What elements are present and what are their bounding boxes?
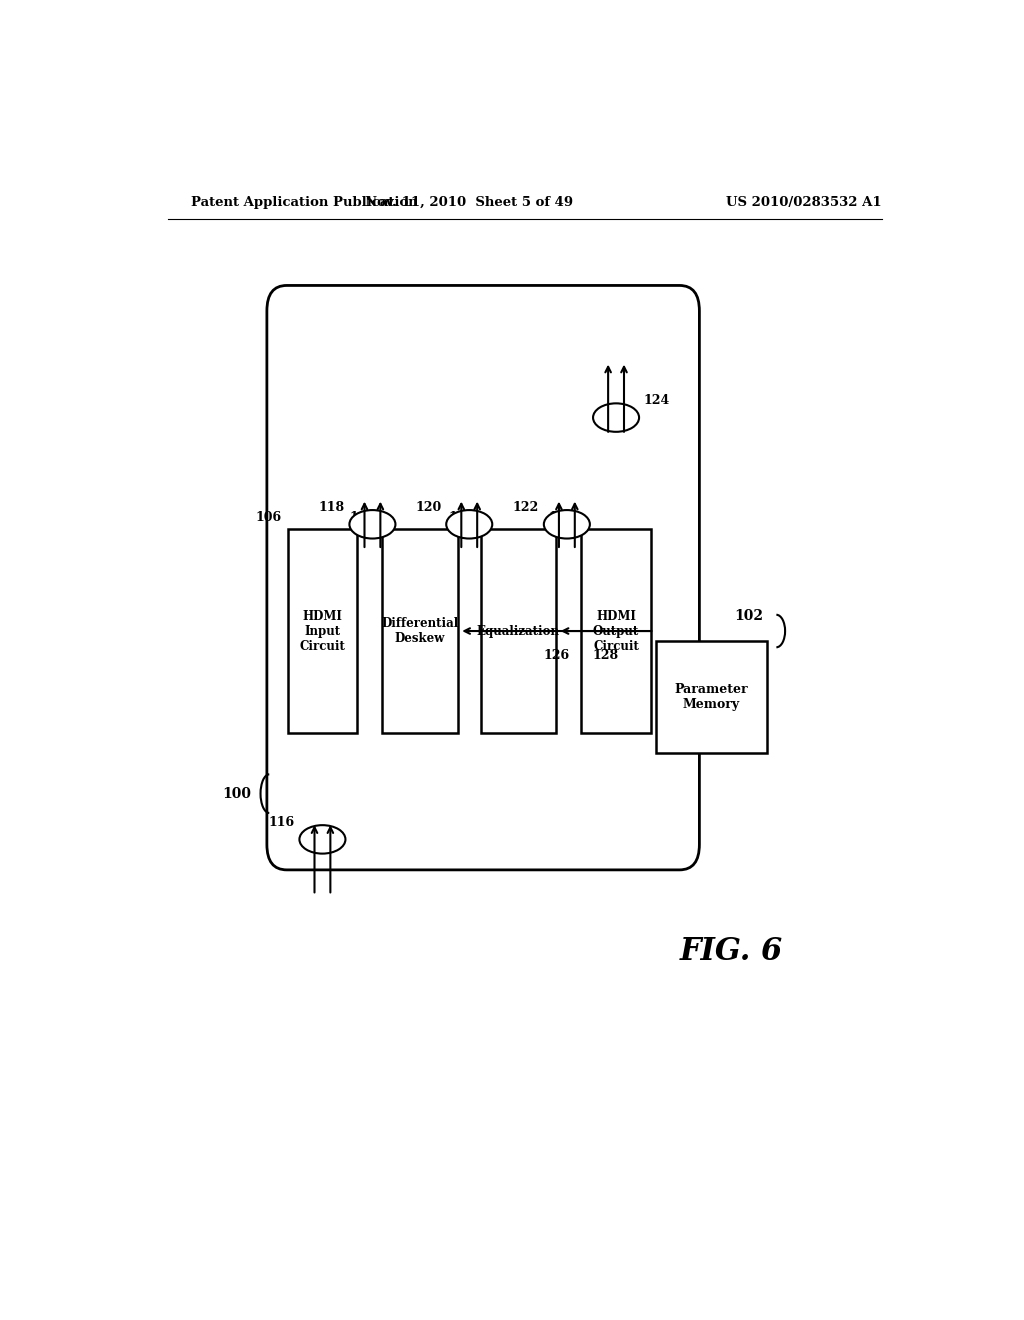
FancyBboxPatch shape bbox=[382, 529, 458, 733]
Text: 128: 128 bbox=[593, 649, 620, 663]
Text: 110: 110 bbox=[350, 511, 376, 524]
Text: Parameter
Memory: Parameter Memory bbox=[675, 682, 749, 711]
Text: HDMI
Input
Circuit: HDMI Input Circuit bbox=[299, 610, 345, 652]
Text: 102: 102 bbox=[734, 609, 763, 623]
Ellipse shape bbox=[299, 825, 345, 854]
FancyBboxPatch shape bbox=[480, 529, 556, 733]
Text: 124: 124 bbox=[644, 395, 670, 408]
Text: Patent Application Publication: Patent Application Publication bbox=[191, 195, 418, 209]
Text: 122: 122 bbox=[513, 502, 539, 515]
Text: 116: 116 bbox=[268, 816, 295, 829]
Text: 108: 108 bbox=[549, 511, 574, 524]
Text: HDMI
Output
Circuit: HDMI Output Circuit bbox=[593, 610, 639, 652]
Text: 120: 120 bbox=[415, 502, 441, 515]
Ellipse shape bbox=[593, 404, 639, 432]
FancyBboxPatch shape bbox=[582, 529, 651, 733]
FancyBboxPatch shape bbox=[655, 642, 767, 752]
Ellipse shape bbox=[349, 510, 395, 539]
FancyBboxPatch shape bbox=[288, 529, 357, 733]
Text: 118: 118 bbox=[318, 502, 345, 515]
Text: Nov. 11, 2010  Sheet 5 of 49: Nov. 11, 2010 Sheet 5 of 49 bbox=[366, 195, 573, 209]
Text: Differential
Deskew: Differential Deskew bbox=[382, 616, 459, 645]
Ellipse shape bbox=[446, 510, 493, 539]
Text: US 2010/0283532 A1: US 2010/0283532 A1 bbox=[726, 195, 882, 209]
Text: 106: 106 bbox=[255, 511, 282, 524]
Text: 112: 112 bbox=[449, 511, 474, 524]
Text: 100: 100 bbox=[222, 787, 251, 801]
Text: FIG. 6: FIG. 6 bbox=[680, 936, 782, 966]
Text: 126: 126 bbox=[544, 649, 569, 663]
Text: Equalization: Equalization bbox=[477, 624, 560, 638]
FancyBboxPatch shape bbox=[267, 285, 699, 870]
Ellipse shape bbox=[544, 510, 590, 539]
